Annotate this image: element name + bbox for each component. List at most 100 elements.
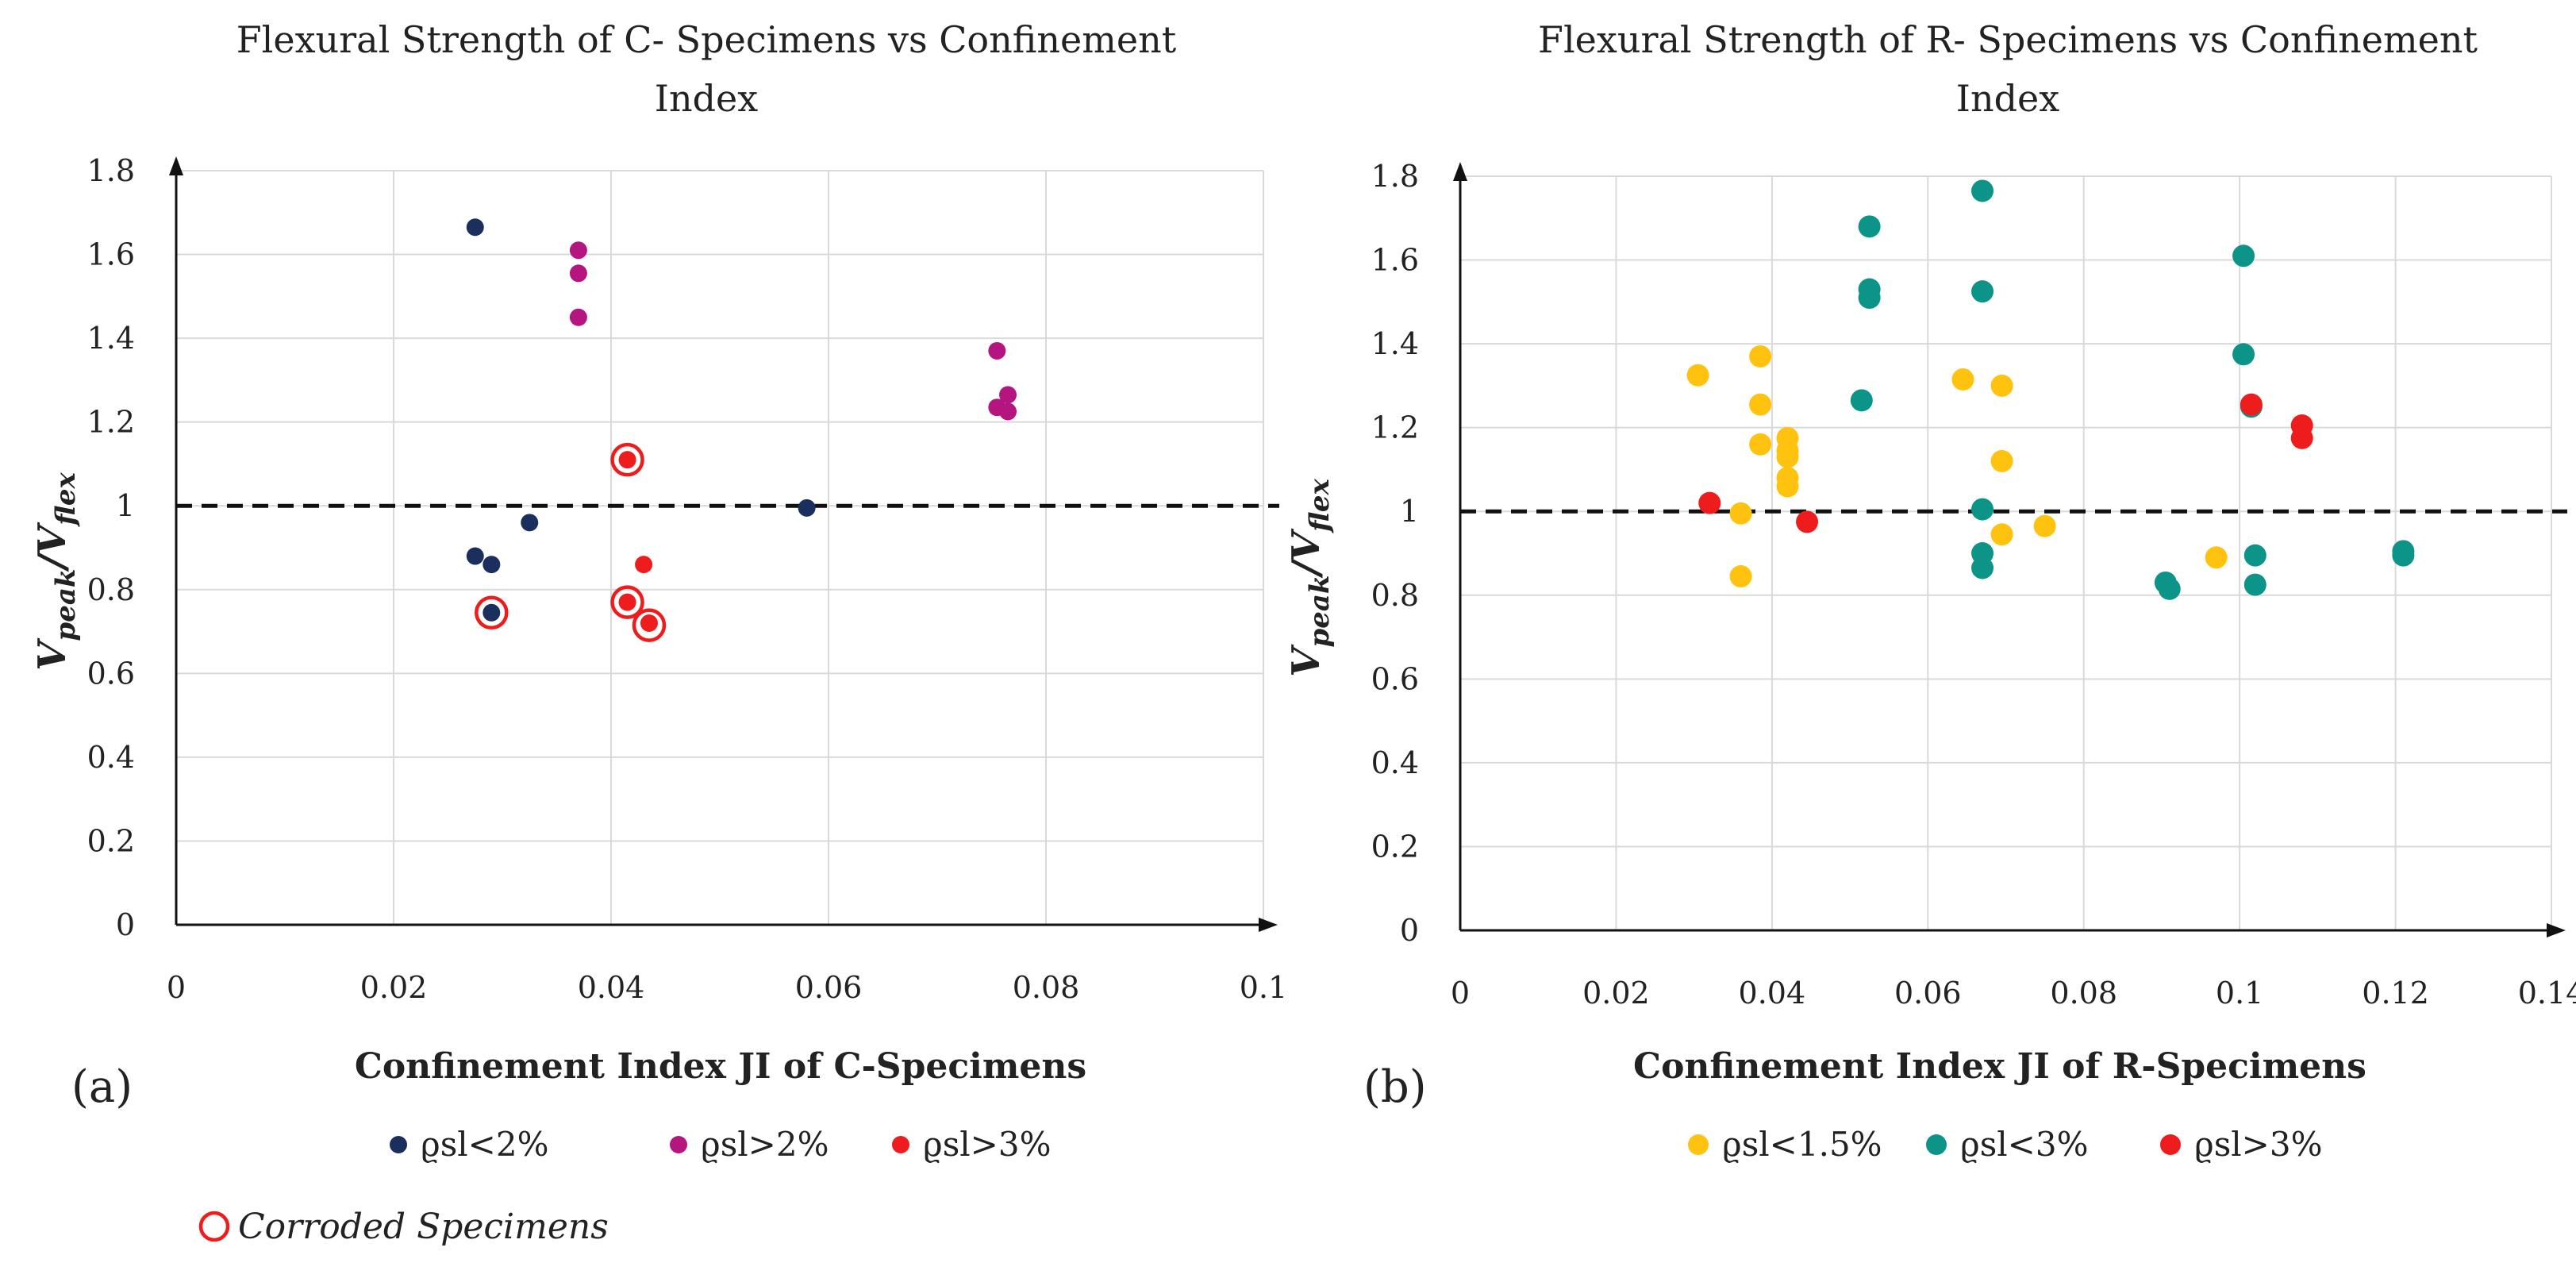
chart-b-series-0-point	[1776, 475, 1799, 498]
chart-b-y-tick-label: 0.2	[1371, 829, 1419, 864]
chart-a-x-arrow	[1259, 918, 1278, 932]
chart-b-y-tick-label: 1.6	[1371, 243, 1419, 278]
chart-b-series-0-point	[1990, 449, 2013, 472]
chart-b-series-0-point	[1749, 393, 1772, 416]
chart-b-panel-label: (b)	[1363, 1061, 1427, 1113]
chart-b-y-arrow	[1453, 162, 1467, 181]
chart-a-series-0-point	[483, 603, 501, 622]
chart-b-x-tick-label: 0.04	[1739, 976, 1806, 1011]
chart-a-panel-label: (a)	[71, 1061, 133, 1113]
chart-b-legend-marker-0	[1688, 1134, 1709, 1155]
chart-a-legend-label-0: ϱsl<2%	[421, 1125, 549, 1164]
chart-b-series-2-point	[1698, 491, 1721, 514]
chart-b-series-1-point	[1850, 389, 1873, 412]
chart-b-x-tick-label: 0.06	[1894, 976, 1962, 1011]
chart-a-x-axis-label: Confinement Index JI of C-Specimens	[355, 1046, 1086, 1087]
chart-b-series-2-point	[2240, 393, 2263, 416]
chart-b-series-0-point	[1990, 374, 2013, 397]
chart-b-series-1-point	[2232, 343, 2255, 366]
chart-b-series-0-point	[1729, 565, 1752, 588]
chart-a-y-tick-label: 1	[116, 488, 135, 523]
chart-b-x-tick-label: 0	[1451, 976, 1470, 1011]
corroded-legend-label: Corroded Specimens	[238, 1207, 609, 1247]
chart-b-series-1-point	[1971, 179, 1994, 202]
chart-b-ylabel-main: V	[1284, 644, 1328, 677]
chart-b-legend-label-2: ϱsl>3%	[2194, 1125, 2323, 1164]
chart-b-ylabel-sub1: peak	[1304, 576, 1336, 648]
chart-b-y-tick-label: 1.2	[1371, 410, 1419, 445]
chart-a-series-2-point	[618, 593, 636, 611]
chart-b-series-0-point	[1729, 502, 1752, 525]
chart-a-x-tick-label: 0	[167, 970, 186, 1005]
chart-b-x-arrow	[2547, 923, 2566, 937]
chart-a-series-1-point	[999, 402, 1017, 421]
chart-a-x-tick-label: 0.04	[578, 970, 645, 1005]
chart-b-series-1-point	[1858, 287, 1881, 310]
chart-a-legend-label-1: ϱsl>2%	[701, 1125, 829, 1164]
chart-a-x-tick-label: 0.02	[360, 970, 428, 1005]
chart-b-series-2-point	[2290, 426, 2313, 449]
chart-a-corroded-ring	[610, 442, 644, 477]
chart-b-series-1-point	[2232, 244, 2255, 268]
chart-a-title-line1: Flexural Strength of C- Specimens vs Con…	[236, 18, 1177, 61]
chart-b-ylabel-slash: /V	[1284, 528, 1328, 579]
chart-b-series-0-point	[1990, 523, 2013, 546]
chart-b-y-tick-label: 1.4	[1371, 326, 1419, 361]
chart-a-ylabel-sub1: peak	[50, 569, 82, 641]
chart-a-series-1-point	[569, 241, 587, 260]
chart-a-y-arrow	[169, 156, 183, 175]
chart-a-y-tick-label: 1.2	[87, 405, 135, 440]
chart-a-y-axis-label: Vpeak/Vflex	[30, 472, 82, 670]
corroded-legend: Corroded Specimens	[198, 1207, 609, 1247]
chart-b-x-axis-label: Confinement Index JI of R-Specimens	[1633, 1046, 2366, 1087]
chart-b-series-0-point	[1749, 433, 1772, 456]
chart-a-y-tick-label: 0.6	[87, 656, 135, 691]
chart-b-y-tick-label: 0.6	[1371, 661, 1419, 696]
chart-a-title-line2: Index	[655, 77, 758, 120]
chart-b-series-1-point	[1971, 498, 1994, 521]
chart-b-series-0-point	[2205, 546, 2228, 569]
chart-b-series-0-point	[2033, 514, 2056, 537]
chart-a-y-tick-label: 0.8	[87, 572, 135, 607]
chart-b-y-tick-label: 0.4	[1371, 745, 1419, 780]
chart-b-series-1-point	[2243, 544, 2266, 567]
chart-a-ylabel-sub2: flex	[50, 472, 82, 527]
chart-a-legend-marker-0	[390, 1136, 407, 1153]
chart-b-series-1-point	[1971, 280, 1994, 303]
panel-b: Flexural Strength of R- Specimens vs Con…	[1284, 18, 2478, 1164]
chart-a-series-0-point	[483, 556, 501, 574]
panel-a: Flexural Strength of C- Specimens vs Con…	[30, 18, 1177, 1164]
chart-a-y-tick-label: 1.6	[87, 237, 135, 272]
chart-a-corroded-ring	[632, 608, 667, 642]
chart-b-legend-label-1: ϱsl<3%	[1960, 1125, 2089, 1164]
chart-b-y-tick-label: 1.8	[1371, 159, 1419, 194]
chart-b-y-axis-label: Vpeak/Vflex	[1284, 478, 1336, 676]
chart-b-legend-label-0: ϱsl<1.5%	[1722, 1125, 1882, 1164]
chart-a-y-tick-label: 0	[116, 907, 135, 942]
chart-b-y-tick-label: 1	[1400, 494, 1419, 529]
chart-a-legend-marker-2	[892, 1136, 909, 1153]
chart-a-ylabel-main: V	[30, 637, 75, 671]
chart-a-series-2-point	[640, 614, 658, 632]
chart-b-legend: ϱsl<1.5% ϱsl<3% ϱsl>3%	[1688, 1125, 2323, 1164]
chart-b-ylabel-sub2: flex	[1304, 478, 1336, 533]
chart-b-x-tick-label: 0.02	[1582, 976, 1650, 1011]
chart-a-series-1-point	[999, 386, 1017, 404]
chart-a-x-tick-label: 0.08	[1013, 970, 1080, 1005]
chart-a-y-tick-label: 0.2	[87, 823, 135, 858]
chart-a-legend-label-2: ϱsl>3%	[923, 1125, 1052, 1164]
chart-b-series-1-point	[2158, 577, 2181, 600]
chart-b-title-line1: Flexural Strength of R- Specimens vs Con…	[1538, 18, 2478, 61]
chart-b-series-0-point	[1776, 445, 1799, 468]
chart-a-series-0-point	[466, 547, 484, 565]
chart-b-x-tick-label: 0.1	[2216, 976, 2263, 1011]
chart-b-series-0-point	[1749, 345, 1772, 368]
chart-b-title-line2: Index	[1956, 77, 2059, 120]
chart-a-series-2-point	[635, 556, 653, 574]
chart-a-series-0-point	[521, 514, 539, 532]
chart-b-legend-marker-1	[1926, 1134, 1947, 1155]
chart-b-y-tick-label: 0	[1400, 913, 1419, 948]
chart-a-corroded-ring	[610, 585, 644, 619]
chart-b-x-tick-label: 0.14	[2518, 976, 2576, 1011]
